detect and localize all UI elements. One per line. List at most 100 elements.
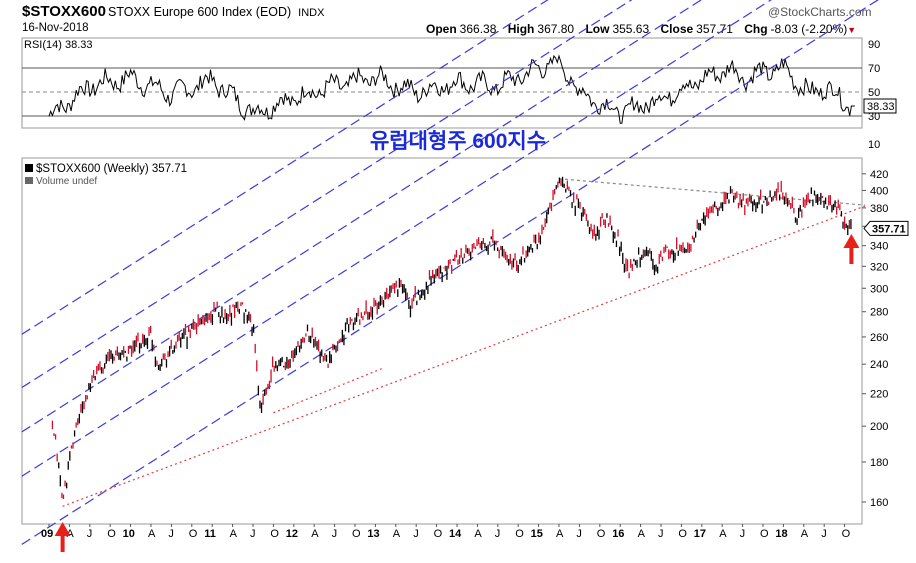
x-tick-label: 15 <box>531 528 543 540</box>
x-tick-label: A <box>638 528 646 540</box>
x-tick-label: J <box>740 528 746 540</box>
x-tick-label: 11 <box>204 528 216 540</box>
x-tick-label: 18 <box>775 528 787 540</box>
price-tick-label: 180 <box>870 457 888 469</box>
x-tick-label: 09 <box>41 528 53 540</box>
rsi-line <box>48 54 855 124</box>
x-tick-label: A <box>393 528 401 540</box>
price-tick-label: 380 <box>870 203 888 215</box>
x-tick-label: O <box>678 528 687 540</box>
overlay-layer: 유럽대형주 600지수 <box>54 129 860 552</box>
x-tick-label: 16 <box>612 528 624 540</box>
rsi-tick-label: 50 <box>868 87 880 99</box>
ohlc-readout: Open 366.38 High 367.80 Low 355.63 Close 357… <box>426 22 856 36</box>
x-tick-label: A <box>311 528 319 540</box>
channel-line <box>21 0 633 389</box>
rsi-tick-label: 30 <box>868 111 880 123</box>
price-title: $STOXX600 (Weekly) 357.71 <box>36 163 187 175</box>
price-tick-label: 260 <box>870 332 888 344</box>
x-tick-label: O <box>597 528 606 540</box>
exchange-label: INDX <box>298 7 325 19</box>
rsi-last-value: 38.33 <box>867 101 895 113</box>
x-tick-label: A <box>230 528 238 540</box>
x-tick-label: A <box>66 528 74 540</box>
x-tick-label: A <box>474 528 482 540</box>
chg-down-icon: ▼ <box>847 25 857 35</box>
chart-date: 16-Nov-2018 <box>22 22 89 34</box>
channel-line <box>21 0 879 545</box>
candle-legend-icon <box>25 164 33 172</box>
low-label: Low <box>585 22 610 36</box>
x-tick-label: J <box>413 528 419 540</box>
x-tick-label: O <box>352 528 361 540</box>
x-tick-label: J <box>87 528 93 540</box>
index-full-name: STOXX Europe 600 Index (EOD) <box>108 5 292 19</box>
x-tick-label: O <box>760 528 769 540</box>
x-tick-label: A <box>801 528 809 540</box>
chg-label: Chg <box>744 22 768 36</box>
rsi-panel: 90 70 50 30 10 RSI(14) 38.33 38.33 <box>21 37 897 151</box>
x-tick-label: 12 <box>286 528 298 540</box>
price-tick-label: 220 <box>870 389 888 401</box>
arrow-2009-low-head <box>54 522 71 536</box>
x-tick-label: O <box>270 528 279 540</box>
x-tick-label: O <box>434 528 443 540</box>
x-tick-label: A <box>556 528 564 540</box>
open-label: Open <box>426 22 457 36</box>
stockcharts-logo: @StockCharts.com <box>768 5 872 19</box>
x-tick-label: J <box>495 528 501 540</box>
channel-lines <box>21 0 879 545</box>
x-tick-label: J <box>821 528 827 540</box>
volume-legend-icon <box>25 177 33 184</box>
x-tick-label: O <box>515 528 524 540</box>
x-tick-label: A <box>719 528 727 540</box>
x-tick-label: O <box>842 528 851 540</box>
price-panel: 1601802002202402602803003203403603804004… <box>21 0 909 545</box>
low-value: 355.63 <box>612 22 650 36</box>
last-price-value: 357.71 <box>872 223 906 235</box>
x-tick-label: 14 <box>449 528 462 540</box>
close-value: 357.71 <box>696 22 733 36</box>
x-tick-label: A <box>148 528 156 540</box>
price-tick-label: 280 <box>870 307 888 319</box>
chg-value: -8.03 (-2.20%) <box>770 22 848 36</box>
x-axis: 09 A J O 10 A J O 11 A J O 12 A J O 13 A J O 14 A J O 15 A J O 16 A J O… <box>41 524 851 540</box>
high-value: 367.80 <box>537 22 575 36</box>
price-bars <box>51 176 852 499</box>
price-tick-label: 300 <box>870 283 888 295</box>
x-tick-label: O <box>107 528 116 540</box>
arrow-2018-latest-head <box>843 234 860 248</box>
channel-line <box>21 0 703 433</box>
high-label: High <box>507 22 535 36</box>
x-tick-label: J <box>168 528 174 540</box>
channel-line <box>21 0 772 477</box>
annotation-korean: 유럽대형주 600지수 <box>370 129 546 153</box>
x-tick-label: 10 <box>123 528 135 540</box>
channel-line <box>21 0 549 335</box>
open-value: 366.38 <box>459 22 497 36</box>
price-frame <box>21 157 863 525</box>
volume-label: Volume undef <box>36 176 97 187</box>
rsi-title: RSI(14) 38.33 <box>24 39 92 51</box>
price-tick-label: 420 <box>870 169 888 181</box>
rsi-tick-label: 90 <box>868 39 880 51</box>
rsi-frame <box>21 37 863 129</box>
price-tick-label: 160 <box>870 497 888 509</box>
x-tick-label: J <box>332 528 338 540</box>
symbol-title: $STOXX600 <box>22 3 106 20</box>
x-tick-label: J <box>250 528 256 540</box>
x-tick-label: O <box>189 528 198 540</box>
last-price-tag <box>863 220 909 236</box>
price-tick-label: 400 <box>870 185 888 197</box>
price-tick-label: 240 <box>870 359 888 371</box>
x-tick-label: J <box>576 528 582 540</box>
rsi-tick-label: 70 <box>868 63 880 75</box>
x-tick-label: 17 <box>694 528 706 540</box>
price-tick-label: 340 <box>870 241 888 253</box>
index-name: STOXX Europe 600 Index (EOD) INDX <box>108 5 324 19</box>
close-label: Close <box>660 22 694 36</box>
x-tick-label: 13 <box>367 528 379 540</box>
rsi-last-tag <box>863 98 897 114</box>
x-tick-label: J <box>658 528 664 540</box>
